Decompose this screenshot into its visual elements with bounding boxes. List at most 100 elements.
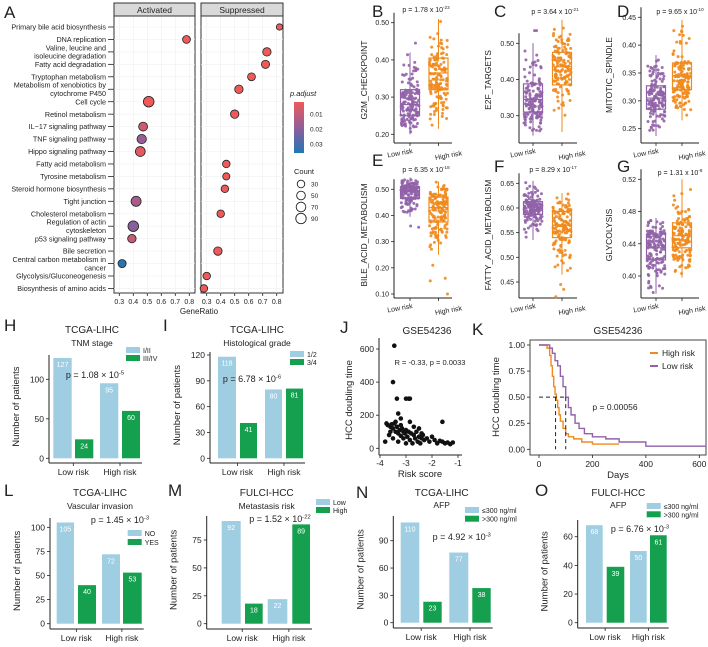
sample-point xyxy=(539,118,543,122)
y-tick-label: 0.52 xyxy=(622,177,636,184)
sample-point xyxy=(564,79,568,83)
scatter-point xyxy=(398,422,404,428)
sample-point xyxy=(414,69,418,73)
sample-point xyxy=(439,187,443,191)
y-tick-label: 0 xyxy=(197,619,202,629)
sample-point xyxy=(413,41,417,45)
y-tick-label: 100 xyxy=(30,374,44,384)
bar-value-label: 38 xyxy=(478,592,486,599)
sample-point xyxy=(674,206,678,210)
sample-point xyxy=(660,79,664,83)
legend-label: >300 ng/ml xyxy=(482,517,517,524)
scatter-point xyxy=(424,436,430,441)
sample-point xyxy=(430,123,434,127)
bar xyxy=(100,383,119,459)
sample-point xyxy=(553,58,557,62)
y-tick-label: 0.35 xyxy=(622,71,636,78)
scatter-point xyxy=(392,343,397,348)
bar-value-label: 18 xyxy=(250,608,258,615)
p-value: p = 8.29 x 10-17 xyxy=(529,165,577,174)
p-value-exponent: -5 xyxy=(119,370,124,376)
scatter-point xyxy=(398,416,404,421)
legend-swatch xyxy=(126,347,140,353)
x-tick-label: Low risk xyxy=(633,148,660,159)
sample-point xyxy=(651,291,655,295)
sample-point xyxy=(655,271,659,275)
sample-point xyxy=(415,80,419,84)
sample-point xyxy=(673,249,677,253)
sample-point xyxy=(441,111,445,115)
sample-point xyxy=(523,118,527,122)
x-tick-label: 0 xyxy=(537,459,542,469)
box xyxy=(551,51,573,86)
enrichment-dot xyxy=(220,184,230,194)
sample-point xyxy=(428,117,432,121)
sample-point xyxy=(526,226,530,230)
sample-point xyxy=(445,91,449,95)
y-tick-label: 0 xyxy=(384,618,389,628)
sample-point xyxy=(659,227,663,231)
legend-label: High xyxy=(333,508,348,515)
panel-label: K xyxy=(472,320,484,339)
sample-point xyxy=(679,68,683,72)
sample-point xyxy=(429,112,433,116)
y-axis-title: BILE_ACID_METABOLISM xyxy=(359,183,369,286)
p-value-exponent: -10 xyxy=(697,7,704,12)
sample-point xyxy=(682,108,686,112)
sample-point xyxy=(672,226,676,230)
sample-point xyxy=(648,115,652,119)
bar-value-label: 77 xyxy=(455,557,463,564)
size-tick-label: 30 xyxy=(311,182,319,189)
sample-point xyxy=(687,68,691,72)
p-value-exponent: -18 xyxy=(443,165,450,170)
sample-point xyxy=(559,244,563,248)
sample-point xyxy=(538,129,542,133)
sample-point xyxy=(552,79,556,83)
x-tick-label: 0.4 xyxy=(128,299,138,306)
term-label: IL−17 signaling pathway xyxy=(29,122,107,131)
scatter-point xyxy=(403,441,409,446)
sample-point xyxy=(430,227,434,231)
sample-point xyxy=(655,252,659,256)
sample-point xyxy=(557,106,561,110)
sample-point xyxy=(529,100,533,104)
bar xyxy=(240,423,257,459)
term-label: Tight junction xyxy=(64,197,106,206)
enrichment-dot xyxy=(247,72,256,82)
sample-point xyxy=(540,219,544,223)
p-value-exponent: -17 xyxy=(570,165,577,170)
sample-point xyxy=(428,224,432,228)
legend-swatch xyxy=(465,507,479,513)
sample-point xyxy=(445,188,449,192)
sample-point xyxy=(656,104,660,108)
bar xyxy=(221,521,241,624)
sample-point xyxy=(656,90,660,94)
y-axis-title: E2F_TARGETS xyxy=(483,50,493,110)
sample-point xyxy=(553,242,557,246)
sample-point xyxy=(552,230,556,234)
sample-point xyxy=(410,98,414,102)
bar xyxy=(218,356,236,459)
sample-point xyxy=(435,95,439,99)
sample-point xyxy=(444,236,448,240)
bar xyxy=(286,388,303,459)
sample-point xyxy=(565,87,569,91)
x-tick-label: High risk xyxy=(558,305,587,317)
sample-point xyxy=(409,121,413,125)
sample-point xyxy=(531,192,535,196)
sample-point xyxy=(410,181,414,185)
chart-title: GSE54236 xyxy=(403,326,452,337)
p-value-exponent: -3 xyxy=(486,532,491,538)
scatter-point xyxy=(393,419,398,425)
panel-label: J xyxy=(340,318,349,337)
sample-point xyxy=(653,101,657,105)
term-label: Glycolysis/Gluconeogenesis xyxy=(16,272,106,281)
sample-point xyxy=(534,186,538,190)
sample-point xyxy=(552,108,556,112)
sample-point xyxy=(439,211,443,215)
legend-swatch xyxy=(316,499,330,505)
scatter-point xyxy=(440,419,445,425)
sample-point xyxy=(524,104,528,108)
bar-value-label: 60 xyxy=(127,415,135,422)
sample-point xyxy=(439,97,443,101)
